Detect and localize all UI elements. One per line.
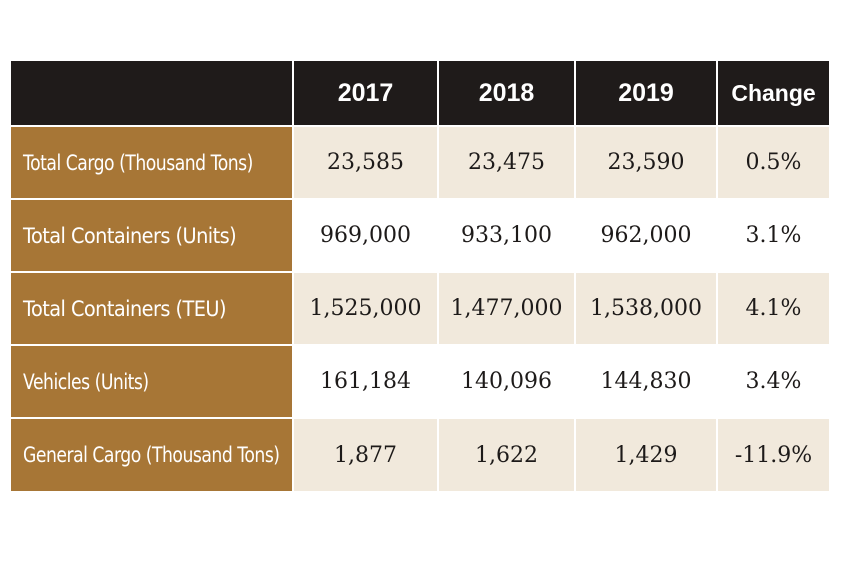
row-label-text: General Cargo (Thousand Tons) — [23, 443, 280, 467]
cell-2017: 161,184 — [292, 344, 438, 418]
cell-2018: 1,622 — [437, 417, 575, 491]
cell-2019: 144,830 — [574, 344, 717, 418]
row-label: Vehicles (Units) — [11, 344, 293, 418]
cargo-statistics-table: 2017 2018 2019 Change Total Cargo (Thous… — [11, 61, 829, 491]
cell-change: 3.1% — [716, 198, 829, 272]
table-header-row: 2017 2018 2019 Change — [11, 61, 829, 126]
row-label: General Cargo (Thousand Tons) — [11, 417, 293, 491]
row-label: Total Containers (Units) — [11, 198, 293, 272]
header-label-cell — [11, 61, 293, 126]
header-2019: 2019 — [574, 61, 717, 126]
cell-2018: 23,475 — [437, 125, 575, 199]
table-row: General Cargo (Thousand Tons) 1,877 1,62… — [11, 417, 829, 491]
cell-2017: 1,525,000 — [292, 271, 438, 345]
cell-2017: 23,585 — [292, 125, 438, 199]
cell-2018: 1,477,000 — [437, 271, 575, 345]
row-label: Total Containers (TEU) — [11, 271, 293, 345]
cell-2018: 933,100 — [437, 198, 575, 272]
table-row: Vehicles (Units) 161,184 140,096 144,830… — [11, 344, 829, 418]
row-label-text: Total Cargo (Thousand Tons) — [23, 150, 253, 175]
table-row: Total Containers (Units) 969,000 933,100… — [11, 198, 829, 272]
row-label-text: Total Containers (TEU) — [23, 296, 227, 321]
cell-change: -11.9% — [716, 417, 829, 491]
cell-change: 4.1% — [716, 271, 829, 345]
cell-2017: 1,877 — [292, 417, 438, 491]
header-2017: 2017 — [292, 61, 438, 126]
cell-2019: 1,538,000 — [574, 271, 717, 345]
row-label: Total Cargo (Thousand Tons) — [11, 125, 293, 199]
header-2018: 2018 — [437, 61, 575, 126]
cargo-statistics-table-wrapper: 2017 2018 2019 Change Total Cargo (Thous… — [11, 61, 829, 491]
cell-2017: 969,000 — [292, 198, 438, 272]
table-row: Total Cargo (Thousand Tons) 23,585 23,47… — [11, 125, 829, 199]
cell-2018: 140,096 — [437, 344, 575, 418]
cell-change: 3.4% — [716, 344, 829, 418]
header-change: Change — [716, 61, 829, 126]
row-label-text: Total Containers (Units) — [23, 223, 237, 248]
table-row: Total Containers (TEU) 1,525,000 1,477,0… — [11, 271, 829, 345]
cell-change: 0.5% — [716, 125, 829, 199]
cell-2019: 962,000 — [574, 198, 717, 272]
row-label-text: Vehicles (Units) — [23, 369, 149, 394]
cell-2019: 23,590 — [574, 125, 717, 199]
cell-2019: 1,429 — [574, 417, 717, 491]
